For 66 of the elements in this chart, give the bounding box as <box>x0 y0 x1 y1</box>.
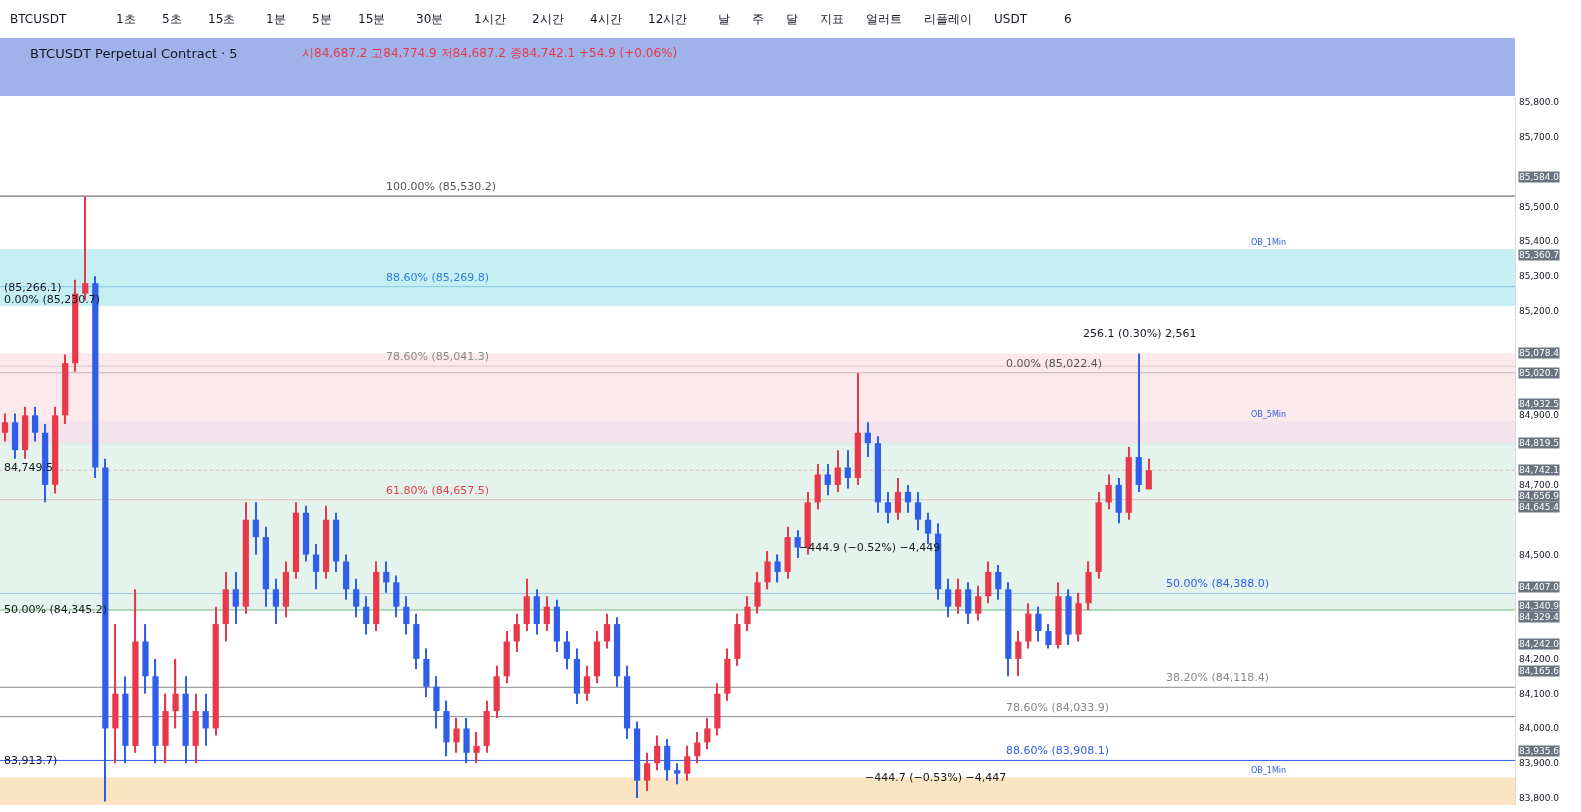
ref-line-label: 78.60% (85,041.3) <box>386 350 490 363</box>
text: 15초 <box>208 12 236 26</box>
ref-line-label: 61.80% (84,657.5) <box>386 484 490 497</box>
y-tick-label: 85,800.0 <box>1519 97 1560 107</box>
ref-line-label: 38.20% (84,118.4) <box>1166 671 1270 684</box>
text: 30분 <box>416 12 444 26</box>
band-label: OB_1Min <box>1251 238 1287 247</box>
ref-line-label: 0.00% (85,022.4) <box>1006 357 1103 370</box>
text: 5분 <box>312 12 332 26</box>
y-tick-label: 84,656.9 <box>1519 491 1560 501</box>
y-tick-label: 85,020.7 <box>1519 368 1560 378</box>
y-tick-label: 85,078.4 <box>1519 348 1560 358</box>
text: 15분 <box>358 12 386 26</box>
text: 12시간 <box>648 12 688 26</box>
y-tick-label: 84,819.5 <box>1519 438 1560 448</box>
ref-line-label: 88.60% (83,908.1) <box>1006 744 1110 757</box>
y-tick-label: 84,165.6 <box>1519 666 1560 676</box>
ref-line-label: 88.60% (85,269.8) <box>386 271 490 284</box>
text: 얼러트 <box>866 12 902 26</box>
y-tick-label: 84,329.4 <box>1519 612 1560 622</box>
annotation: −444.7 (−0.53%) −4,447 <box>865 771 1007 784</box>
text: 5초 <box>162 12 182 26</box>
band-label: OB_1Min <box>1251 766 1287 775</box>
text: 1초 <box>116 12 136 26</box>
y-tick-label: 84,200.0 <box>1519 654 1560 664</box>
y-tick-label: 84,645.4 <box>1519 502 1560 512</box>
y-tick-label: 84,900.0 <box>1519 410 1560 420</box>
y-tick-label: 83,935.6 <box>1519 746 1560 756</box>
ref-line-label: 78.60% (84,033.9) <box>1006 701 1110 714</box>
y-tick-label: 85,700.0 <box>1519 132 1560 142</box>
y-tick-label: 84,340.9 <box>1519 601 1560 611</box>
band-label: OB_5Min <box>1251 410 1287 419</box>
text: 달 <box>786 12 798 26</box>
y-tick-label: 84,242.0 <box>1519 639 1560 649</box>
annotation: (85,266.1) <box>4 281 62 294</box>
text: 1분 <box>266 12 286 26</box>
y-tick-label: 84,700.0 <box>1519 480 1560 490</box>
y-tick-label: 84,742.1 <box>1519 465 1560 475</box>
chart-title: BTCUSDT Perpetual Contract · 5 <box>30 46 238 61</box>
annotation: 256.1 (0.30%) 2,561 <box>1083 327 1197 340</box>
y-tick-label: 85,300.0 <box>1519 271 1560 281</box>
y-tick-label: 85,200.0 <box>1519 306 1560 316</box>
y-tick-label: 85,500.0 <box>1519 202 1560 212</box>
text: USDT <box>994 12 1028 26</box>
text: 리플레이 <box>924 12 972 26</box>
y-tick-label: 83,800.0 <box>1519 793 1560 803</box>
ref-line-label: 100.00% (85,530.2) <box>386 180 497 193</box>
y-tick-label: 83,900.0 <box>1519 758 1560 768</box>
y-tick-label: 84,500.0 <box>1519 550 1560 560</box>
y-tick-label: 84,407.0 <box>1519 582 1560 592</box>
y-tick-label: 84,932.5 <box>1519 399 1560 409</box>
text: 날 <box>718 12 730 26</box>
text: 주 <box>752 12 764 26</box>
text: 4시간 <box>590 12 622 26</box>
ref-line-label: 50.00% (84,388.0) <box>1166 577 1270 590</box>
text: 6 <box>1064 12 1072 26</box>
y-tick-label: 85,360.7 <box>1519 250 1560 260</box>
text: 지표 <box>820 12 844 26</box>
chart-subtitle: 시84,687.2 고84,774.9 저84,687.2 종84,742.1 +54.9 (+0.06%) <box>302 46 678 60</box>
y-tick-label: 85,584.0 <box>1519 172 1560 182</box>
text: 2시간 <box>532 12 564 26</box>
y-tick-label: 85,400.0 <box>1519 236 1560 246</box>
y-tick-label: 84,100.0 <box>1519 689 1560 699</box>
text: 1시간 <box>474 12 506 26</box>
y-tick-label: 84,000.0 <box>1519 723 1560 733</box>
text: BTCUSDT <box>10 12 67 26</box>
